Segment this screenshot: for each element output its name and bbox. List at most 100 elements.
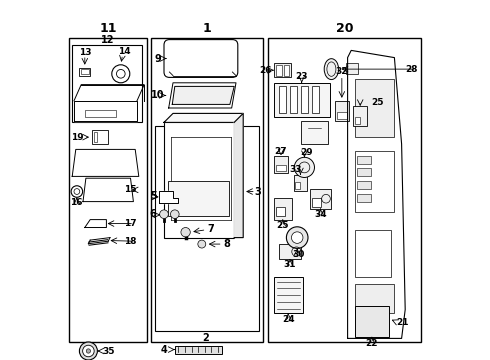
Bar xyxy=(337,112,347,119)
Polygon shape xyxy=(85,220,106,228)
Text: 24: 24 xyxy=(282,315,294,324)
Bar xyxy=(312,198,320,207)
Polygon shape xyxy=(72,149,139,176)
Text: 28: 28 xyxy=(405,65,418,74)
Bar xyxy=(275,165,286,171)
Bar xyxy=(275,207,285,216)
Bar xyxy=(357,194,371,202)
Polygon shape xyxy=(164,113,243,122)
Bar xyxy=(355,117,360,124)
Bar xyxy=(274,198,292,220)
Text: 20: 20 xyxy=(336,22,354,35)
Text: 7: 7 xyxy=(207,224,214,234)
Bar xyxy=(301,121,328,144)
Text: 35: 35 xyxy=(103,346,115,356)
Polygon shape xyxy=(347,50,405,338)
Bar xyxy=(284,65,289,76)
Text: 12: 12 xyxy=(100,35,114,45)
Bar xyxy=(346,63,358,74)
Polygon shape xyxy=(172,86,234,104)
Circle shape xyxy=(171,210,179,219)
Bar xyxy=(355,230,391,277)
Text: 26: 26 xyxy=(260,66,272,75)
Polygon shape xyxy=(169,83,236,108)
Text: 27: 27 xyxy=(275,147,287,156)
Ellipse shape xyxy=(324,59,339,80)
Bar xyxy=(301,86,308,113)
Circle shape xyxy=(83,345,94,357)
Bar xyxy=(355,284,394,313)
Text: 32: 32 xyxy=(336,68,348,77)
Text: 1: 1 xyxy=(203,22,212,35)
Bar xyxy=(355,79,394,137)
Bar xyxy=(294,175,307,191)
Bar xyxy=(355,306,389,337)
Circle shape xyxy=(198,240,206,248)
Text: 2: 2 xyxy=(202,333,209,343)
Bar xyxy=(279,86,286,113)
Text: 25: 25 xyxy=(276,220,289,230)
Circle shape xyxy=(294,157,315,177)
Text: 23: 23 xyxy=(295,72,308,81)
Polygon shape xyxy=(159,191,178,203)
Text: 8: 8 xyxy=(223,239,230,249)
Text: 4: 4 xyxy=(161,345,168,355)
Bar xyxy=(79,68,90,76)
Text: 33: 33 xyxy=(289,165,302,174)
Polygon shape xyxy=(234,113,243,238)
Text: 15: 15 xyxy=(124,185,137,194)
Bar xyxy=(357,181,371,189)
Text: 18: 18 xyxy=(124,237,137,246)
Circle shape xyxy=(292,232,303,243)
Bar xyxy=(274,83,330,117)
Text: 19: 19 xyxy=(71,132,84,141)
Bar xyxy=(85,110,116,117)
Text: 21: 21 xyxy=(396,318,409,327)
Bar xyxy=(168,181,229,216)
Bar xyxy=(269,38,421,342)
Bar xyxy=(81,69,89,74)
Text: 34: 34 xyxy=(314,210,327,219)
Text: 9: 9 xyxy=(154,54,161,63)
FancyBboxPatch shape xyxy=(164,40,238,77)
Bar xyxy=(335,101,349,121)
Bar xyxy=(72,45,143,122)
Bar xyxy=(164,122,234,238)
Bar xyxy=(92,130,108,144)
Text: 25: 25 xyxy=(371,98,384,107)
Text: 16: 16 xyxy=(71,198,83,207)
Circle shape xyxy=(286,227,308,248)
Bar xyxy=(357,168,371,176)
Bar xyxy=(357,156,371,164)
Bar xyxy=(69,38,147,342)
Bar xyxy=(290,86,297,113)
Polygon shape xyxy=(74,101,137,121)
Bar xyxy=(355,151,394,212)
Text: 22: 22 xyxy=(366,338,378,348)
Text: 5: 5 xyxy=(150,191,157,201)
Text: 6: 6 xyxy=(149,209,156,219)
Text: 30: 30 xyxy=(293,251,305,259)
Text: 17: 17 xyxy=(124,219,137,228)
Bar xyxy=(175,346,221,354)
Circle shape xyxy=(160,210,169,219)
Text: 13: 13 xyxy=(78,48,91,57)
Bar xyxy=(155,126,259,331)
Bar xyxy=(274,63,291,77)
Text: 10: 10 xyxy=(151,90,165,100)
Text: 31: 31 xyxy=(284,260,296,269)
Text: 11: 11 xyxy=(99,22,117,35)
Bar xyxy=(94,132,98,142)
Bar xyxy=(310,189,331,209)
Circle shape xyxy=(86,349,91,353)
Bar xyxy=(275,65,282,76)
Text: 29: 29 xyxy=(300,148,313,157)
Bar xyxy=(151,38,263,342)
Circle shape xyxy=(181,228,190,237)
Polygon shape xyxy=(83,178,133,202)
Bar xyxy=(274,156,288,173)
Bar xyxy=(279,244,301,259)
Bar xyxy=(274,277,303,313)
Text: 14: 14 xyxy=(118,47,131,56)
Bar xyxy=(312,86,319,113)
